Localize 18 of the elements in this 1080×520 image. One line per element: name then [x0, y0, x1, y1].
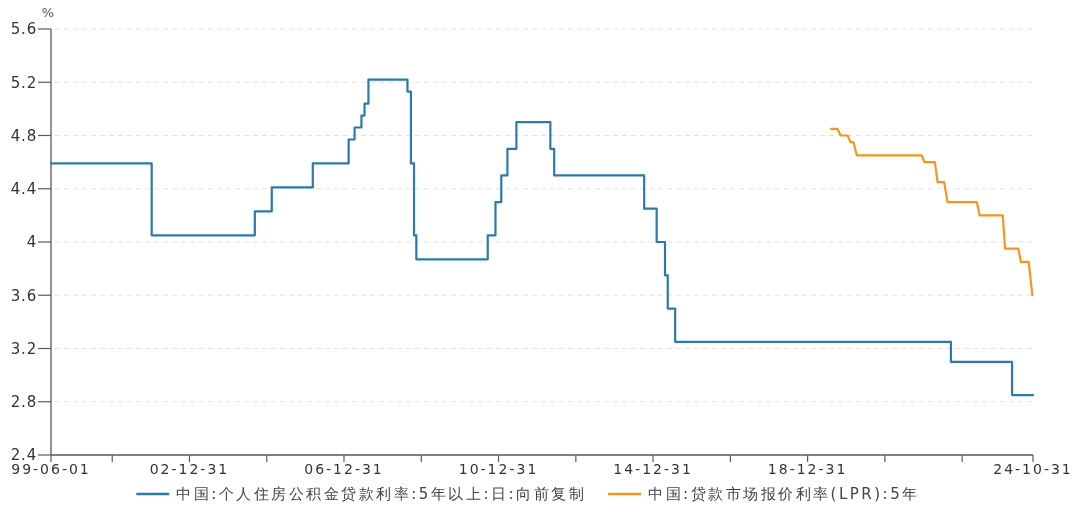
y-tick-label: 5.2 — [10, 73, 37, 92]
x-tick-label: 10-12-31 — [458, 461, 539, 477]
x-tick-label: 18-12-31 — [767, 461, 848, 477]
line-series — [829, 127, 1034, 297]
y-axis-title: % — [41, 5, 55, 20]
y-tick-label: 4 — [26, 233, 37, 252]
y-tick-label: 2.8 — [10, 393, 37, 411]
x-tick-label: 06-12-31 — [304, 461, 384, 477]
legend-label: 中国:贷款市场报价利率(LPR):5年 — [648, 485, 920, 504]
y-tick-label: 3.2 — [10, 339, 37, 358]
y-tick-label: 4.8 — [10, 126, 37, 145]
x-tick-label: 02-12-31 — [149, 461, 230, 477]
legend-label: 中国:个人住房公积金贷款利率:5年以上:日:向前复制 — [176, 485, 587, 504]
y-tick-label: 4.4 — [10, 180, 37, 198]
y-tick-label: 3.6 — [10, 286, 37, 305]
y-tick-label: 5.6 — [10, 20, 37, 39]
x-tick-label: 24-10-31 — [993, 461, 1073, 477]
x-tick-label: 14-12-31 — [613, 461, 693, 477]
